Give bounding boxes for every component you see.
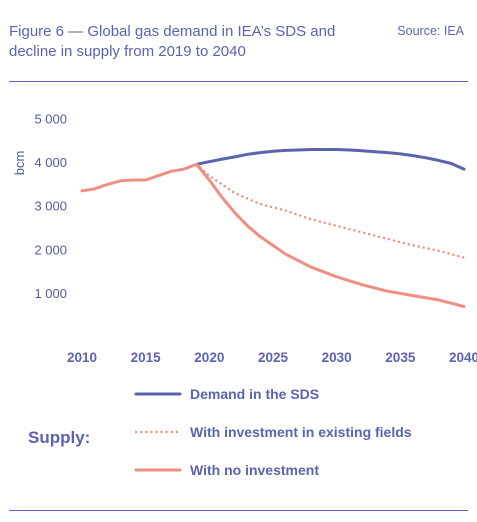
legend-supply-label: Supply: (28, 428, 90, 447)
y-tick-label: 5 000 (34, 112, 67, 127)
y-tick-label: 2 000 (34, 242, 67, 257)
source-credit: Source: IEA (397, 24, 464, 38)
x-tick-labels: 2010 2015 2020 2025 2030 2035 2040 (67, 350, 477, 365)
series-line-2 (80, 162, 466, 308)
y-tick-label: 1 000 (34, 286, 67, 301)
x-tick-label: 2040 (449, 350, 477, 365)
series-lines (80, 148, 466, 308)
series-line-0 (195, 148, 466, 171)
legend: Supply: Demand in the SDS With investment… (28, 386, 412, 478)
y-tick-label: 4 000 (34, 155, 67, 170)
legend-label-1: With investment in existing fields (190, 424, 412, 440)
x-tick-label: 2025 (258, 350, 289, 365)
y-tick-label: 3 000 (34, 199, 67, 214)
y-tick-labels: 1 000 2 000 3 000 4 000 5 000 (34, 112, 67, 301)
legend-label-0: Demand in the SDS (190, 386, 319, 402)
top-divider (9, 81, 468, 82)
x-tick-label: 2015 (131, 350, 162, 365)
bottom-divider (9, 510, 468, 511)
x-tick-label: 2020 (194, 350, 224, 365)
x-tick-label: 2030 (322, 350, 352, 365)
x-tick-label: 2035 (385, 350, 416, 365)
x-tick-label: 2010 (67, 350, 97, 365)
chart-title: Figure 6 — Global gas demand in IEA’s SD… (9, 23, 336, 60)
y-axis-label: bcm (12, 151, 27, 176)
legend-label-2: With no investment (190, 462, 319, 478)
series-line-1 (195, 163, 466, 259)
